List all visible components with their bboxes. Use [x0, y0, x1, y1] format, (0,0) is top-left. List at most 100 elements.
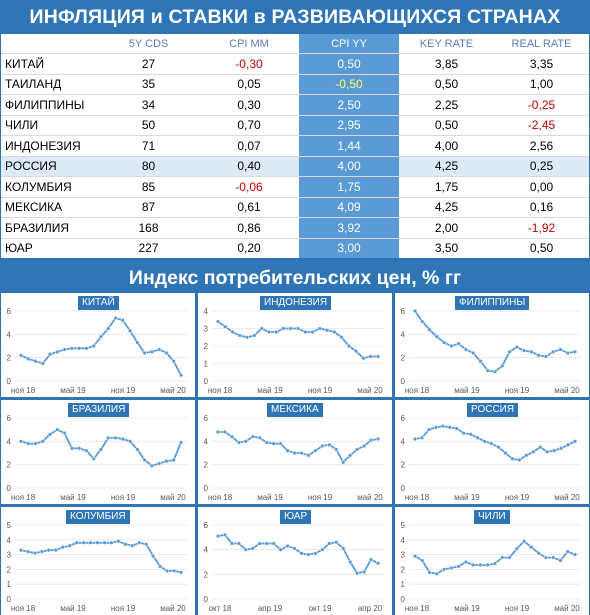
country-cell: ФИЛИППИНЫ — [1, 94, 98, 115]
y-tick-label: 4 — [7, 437, 12, 446]
cpi-mm-cell: -0,30 — [199, 53, 299, 74]
column-header-cpi-yy: CPI YY — [299, 34, 399, 54]
data-point — [178, 373, 184, 378]
key-rate-cell: 0,50 — [399, 73, 494, 95]
y-tick-label: 2 — [7, 461, 12, 470]
data-point — [529, 545, 534, 550]
data-point — [288, 326, 293, 331]
data-point — [529, 349, 534, 354]
country-cell: ЮАР — [1, 237, 98, 258]
y-tick-label: 0 — [204, 484, 209, 493]
data-point — [327, 442, 332, 447]
data-point — [478, 359, 483, 364]
data-point — [32, 550, 38, 556]
y-tick-label: 6 — [401, 307, 406, 316]
y-tick-label: 0 — [7, 377, 12, 386]
table-row: ФИЛИППИНЫ 34 0,30 2,50 2,25 -0,25 — [1, 94, 589, 115]
data-point — [368, 354, 373, 359]
data-point — [84, 448, 89, 453]
data-point — [18, 548, 24, 553]
cpi-yy-cell: 4,00 — [299, 155, 399, 177]
data-point — [250, 546, 255, 551]
column-header-real-rate: REAL RATE — [494, 34, 589, 54]
table-row: ИНДОНЕЗИЯ 71 0,07 1,44 4,00 2,56 — [1, 135, 589, 156]
data-point — [252, 333, 257, 338]
data-point — [354, 447, 360, 452]
y-tick-label: 4 — [401, 437, 406, 446]
data-point — [55, 349, 60, 354]
line-chart: 0 2 4 6 ноя 18 май 19 ноя 19 май 20 — [401, 307, 581, 395]
y-tick-label: 1 — [204, 360, 209, 369]
data-point — [229, 434, 235, 439]
data-point — [98, 334, 104, 339]
country-cell: ИНДОНЕЗИЯ — [1, 135, 98, 156]
x-tick-label: май 20 — [554, 386, 580, 395]
page-title: ИНФЛЯЦИЯ и СТАВКИ в РАЗВИВАЮЩИХСЯ СТРАНА… — [29, 6, 561, 28]
data-point — [67, 543, 72, 548]
line-chart: 0 1 2 3 4 5 ноя 18 май 19 ноя 19 май 20 — [401, 521, 581, 613]
y-tick-label: 0 — [401, 484, 406, 493]
data-point — [538, 445, 543, 450]
data-point — [419, 435, 425, 440]
series-line — [217, 533, 379, 575]
data-point — [25, 549, 31, 554]
data-point — [572, 439, 578, 444]
chart-panel-1: 0 2 4 6 ноя 18 май 19 ноя 19 май 20 КИТАЙ — [1, 293, 195, 397]
data-point — [237, 333, 242, 338]
column-header-cpi-mm: CPI MM — [199, 34, 299, 54]
y-tick-label: 2 — [204, 342, 209, 351]
cpi-charts-grid: 0 2 4 6 ноя 18 май 19 ноя 19 май 20 КИТАЙ 0 1 2 3 4 но… — [1, 293, 589, 615]
data-point — [77, 346, 82, 351]
chart-panel-6: 0 2 4 6 ноя 18 май 19 ноя 19 май 20 РОССИЯ — [395, 400, 589, 504]
cds-cell: 50 — [98, 114, 199, 136]
data-point — [572, 552, 578, 557]
data-point — [116, 539, 121, 544]
real-rate-cell: 0,00 — [494, 176, 589, 197]
table-header-row: 5Y CDS CPI MM CPI YY KEY RATE REAL RATE — [1, 34, 589, 54]
cpi-yy-cell: 3,92 — [299, 217, 399, 238]
data-point — [496, 445, 501, 450]
line-chart: 0 2 4 6 ноя 18 май 19 ноя 19 май 20 — [7, 307, 187, 395]
x-tick-label: ноя 19 — [111, 604, 136, 613]
data-point — [434, 571, 439, 576]
y-tick-label: 0 — [401, 595, 406, 604]
x-tick-label: май 20 — [554, 604, 580, 613]
data-point — [171, 359, 176, 364]
data-point — [368, 438, 374, 443]
y-tick-label: 0 — [7, 484, 12, 493]
country-cell: КИТАЙ — [1, 53, 98, 74]
data-point — [26, 356, 31, 361]
data-point — [84, 346, 89, 351]
key-rate-cell: 4,00 — [399, 135, 494, 156]
data-point — [456, 564, 461, 569]
x-tick-label: ноя 19 — [308, 493, 333, 502]
real-rate-cell: -1,92 — [494, 217, 589, 238]
data-point — [127, 328, 133, 333]
data-point — [151, 553, 156, 559]
y-tick-label: 1 — [401, 580, 406, 589]
cds-cell: 80 — [98, 155, 199, 177]
data-point — [332, 329, 337, 335]
data-point — [106, 326, 111, 331]
data-point — [299, 551, 304, 556]
data-point — [313, 551, 318, 556]
data-point — [236, 440, 242, 445]
key-rate-cell: 4,25 — [399, 196, 494, 218]
line-chart: 0 1 2 3 4 ноя 18 май 19 ноя 19 май 20 — [204, 307, 384, 395]
data-point — [551, 555, 556, 560]
data-point — [433, 425, 439, 430]
cpi-yy-cell: -0,50 — [299, 73, 399, 95]
data-point — [157, 564, 163, 569]
data-point — [341, 546, 346, 551]
chart-title: ЮАР — [280, 510, 312, 524]
data-point — [524, 453, 529, 458]
data-point — [236, 541, 242, 546]
cpi-mm-cell: 0,05 — [199, 73, 299, 95]
data-point — [215, 319, 221, 324]
chart-panel-7: 0 1 2 3 4 5 ноя 18 май 19 ноя 19 май 20 КОЛУМБИЯ — [1, 507, 195, 615]
data-point — [489, 441, 494, 446]
x-tick-label: май 19 — [454, 386, 480, 395]
y-tick-label: 3 — [7, 551, 12, 560]
data-point — [144, 542, 149, 547]
data-point — [292, 546, 297, 551]
